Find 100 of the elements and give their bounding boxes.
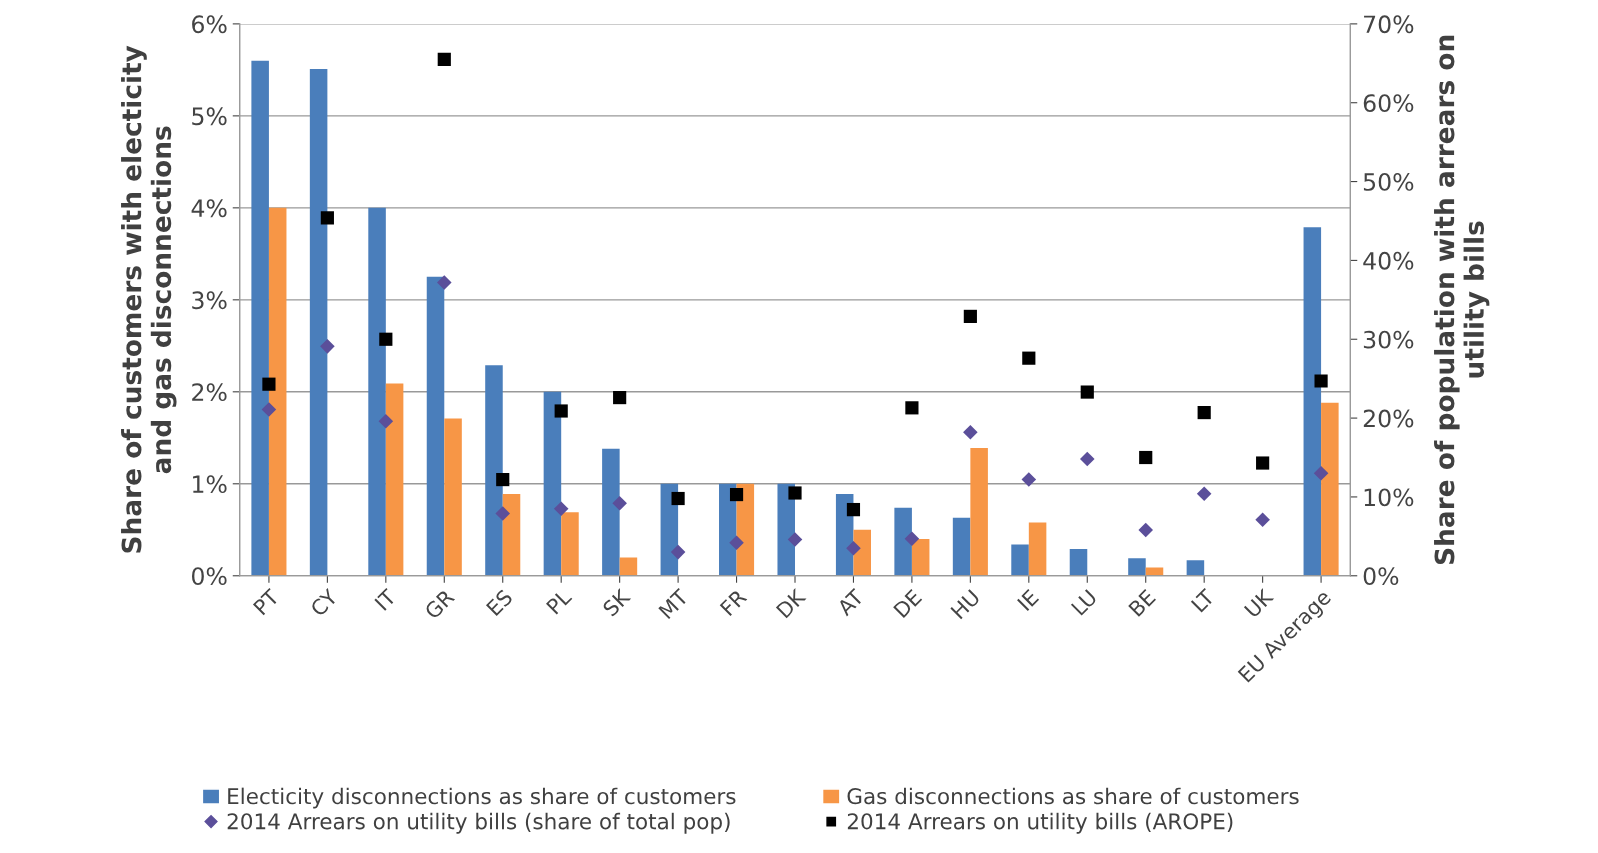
point <box>379 332 393 346</box>
point <box>612 495 627 511</box>
x-tick-label: PT <box>252 587 281 616</box>
point <box>378 413 394 429</box>
bar <box>485 365 503 576</box>
bar <box>1028 522 1047 576</box>
bar <box>1186 560 1205 576</box>
point <box>1197 405 1211 420</box>
bar <box>426 276 445 576</box>
point <box>437 275 452 290</box>
point <box>320 211 334 225</box>
bar <box>561 512 579 576</box>
bar <box>268 207 287 576</box>
y-tick-label: 0% <box>191 567 227 586</box>
x-tick-label: DE <box>893 588 923 618</box>
point <box>1314 374 1328 388</box>
y-tick-label: 6% <box>192 15 227 34</box>
x-tick-label: IE <box>1017 588 1040 611</box>
x-tick-label: IT <box>374 587 398 611</box>
point <box>553 501 569 517</box>
y-tick-label: 3% <box>192 291 227 310</box>
point <box>846 502 861 517</box>
point <box>496 473 510 487</box>
bar <box>1128 558 1146 576</box>
x-tick-label: HU <box>950 589 981 620</box>
point <box>437 52 451 66</box>
point <box>846 540 861 556</box>
point <box>671 491 685 506</box>
x-tick-label: DK <box>775 587 807 619</box>
x-tick-label: FR <box>719 588 748 617</box>
y-tick-label: 1% <box>193 475 227 494</box>
bar <box>309 68 328 576</box>
bar <box>1321 402 1339 576</box>
point <box>963 309 977 323</box>
bar <box>444 418 462 576</box>
bar <box>911 538 930 576</box>
bar <box>853 529 871 576</box>
point <box>788 486 802 500</box>
y2-tick-label: 50% <box>1363 173 1414 191</box>
point <box>787 532 803 547</box>
x-tick-label: SK <box>601 587 632 618</box>
bar <box>1069 549 1088 576</box>
bar <box>970 447 988 576</box>
y2-tick-label: 20% <box>1363 409 1414 428</box>
bar <box>251 60 269 576</box>
y-tick-label: 2% <box>192 383 227 402</box>
point <box>729 487 744 502</box>
bar <box>1145 567 1164 576</box>
point <box>1256 456 1270 470</box>
point <box>262 377 276 391</box>
y2-tick-label: 60% <box>1363 94 1414 113</box>
y2-tick-label: 10% <box>1364 488 1414 507</box>
point <box>495 506 511 521</box>
x-tick-label: LT <box>1190 587 1216 613</box>
point <box>1313 466 1329 481</box>
point <box>904 531 920 546</box>
bar <box>894 507 912 576</box>
bar <box>385 383 404 576</box>
point <box>905 401 919 415</box>
point <box>1080 385 1094 399</box>
x-tick-label: MT <box>658 587 690 620</box>
bar <box>1011 544 1029 576</box>
x-tick-label: PL <box>546 588 573 615</box>
bar <box>602 448 620 576</box>
x-tick-label: BE <box>1128 588 1156 617</box>
y2-tick-label: 30% <box>1363 330 1414 349</box>
bar <box>543 391 562 576</box>
point <box>1196 486 1212 502</box>
point <box>1021 472 1037 487</box>
x-tick-label: CY <box>309 587 339 618</box>
bar <box>502 493 521 576</box>
point <box>729 535 744 550</box>
y-axis-title: Share of customers with electicity and gas disconnections <box>121 45 177 553</box>
point <box>963 425 978 440</box>
y-tick-label: 4% <box>191 199 227 218</box>
point <box>554 404 568 418</box>
bar <box>368 207 386 576</box>
legend-label: Gas disconnections as share of customers <box>847 787 1299 805</box>
bar <box>619 557 638 576</box>
x-tick-label: ES <box>485 588 514 617</box>
y2-tick-label: 70% <box>1364 15 1414 34</box>
point <box>613 391 627 405</box>
point <box>1139 450 1153 465</box>
point <box>1079 451 1095 467</box>
bar <box>719 483 737 576</box>
bar <box>1303 227 1322 576</box>
x-tick-label: LU <box>1070 589 1098 616</box>
legend-label: 2014 Arrears on utility bills (AROPE) <box>847 812 1233 834</box>
point <box>670 544 686 560</box>
y2-axis-title: Share of population with arrears on utility bills <box>1434 35 1490 565</box>
point <box>261 402 277 417</box>
point <box>320 339 335 354</box>
legend-label: Electicity disconnections as share of customers <box>228 787 736 809</box>
point <box>1022 351 1036 365</box>
legend-label: 2014 Arrears on utility bills (share of total pop) <box>227 812 730 834</box>
x-tick-label: GR <box>423 588 456 620</box>
point <box>1138 522 1154 538</box>
point <box>1255 512 1270 528</box>
bar <box>952 517 971 576</box>
y-tick-label: 5% <box>192 107 227 126</box>
